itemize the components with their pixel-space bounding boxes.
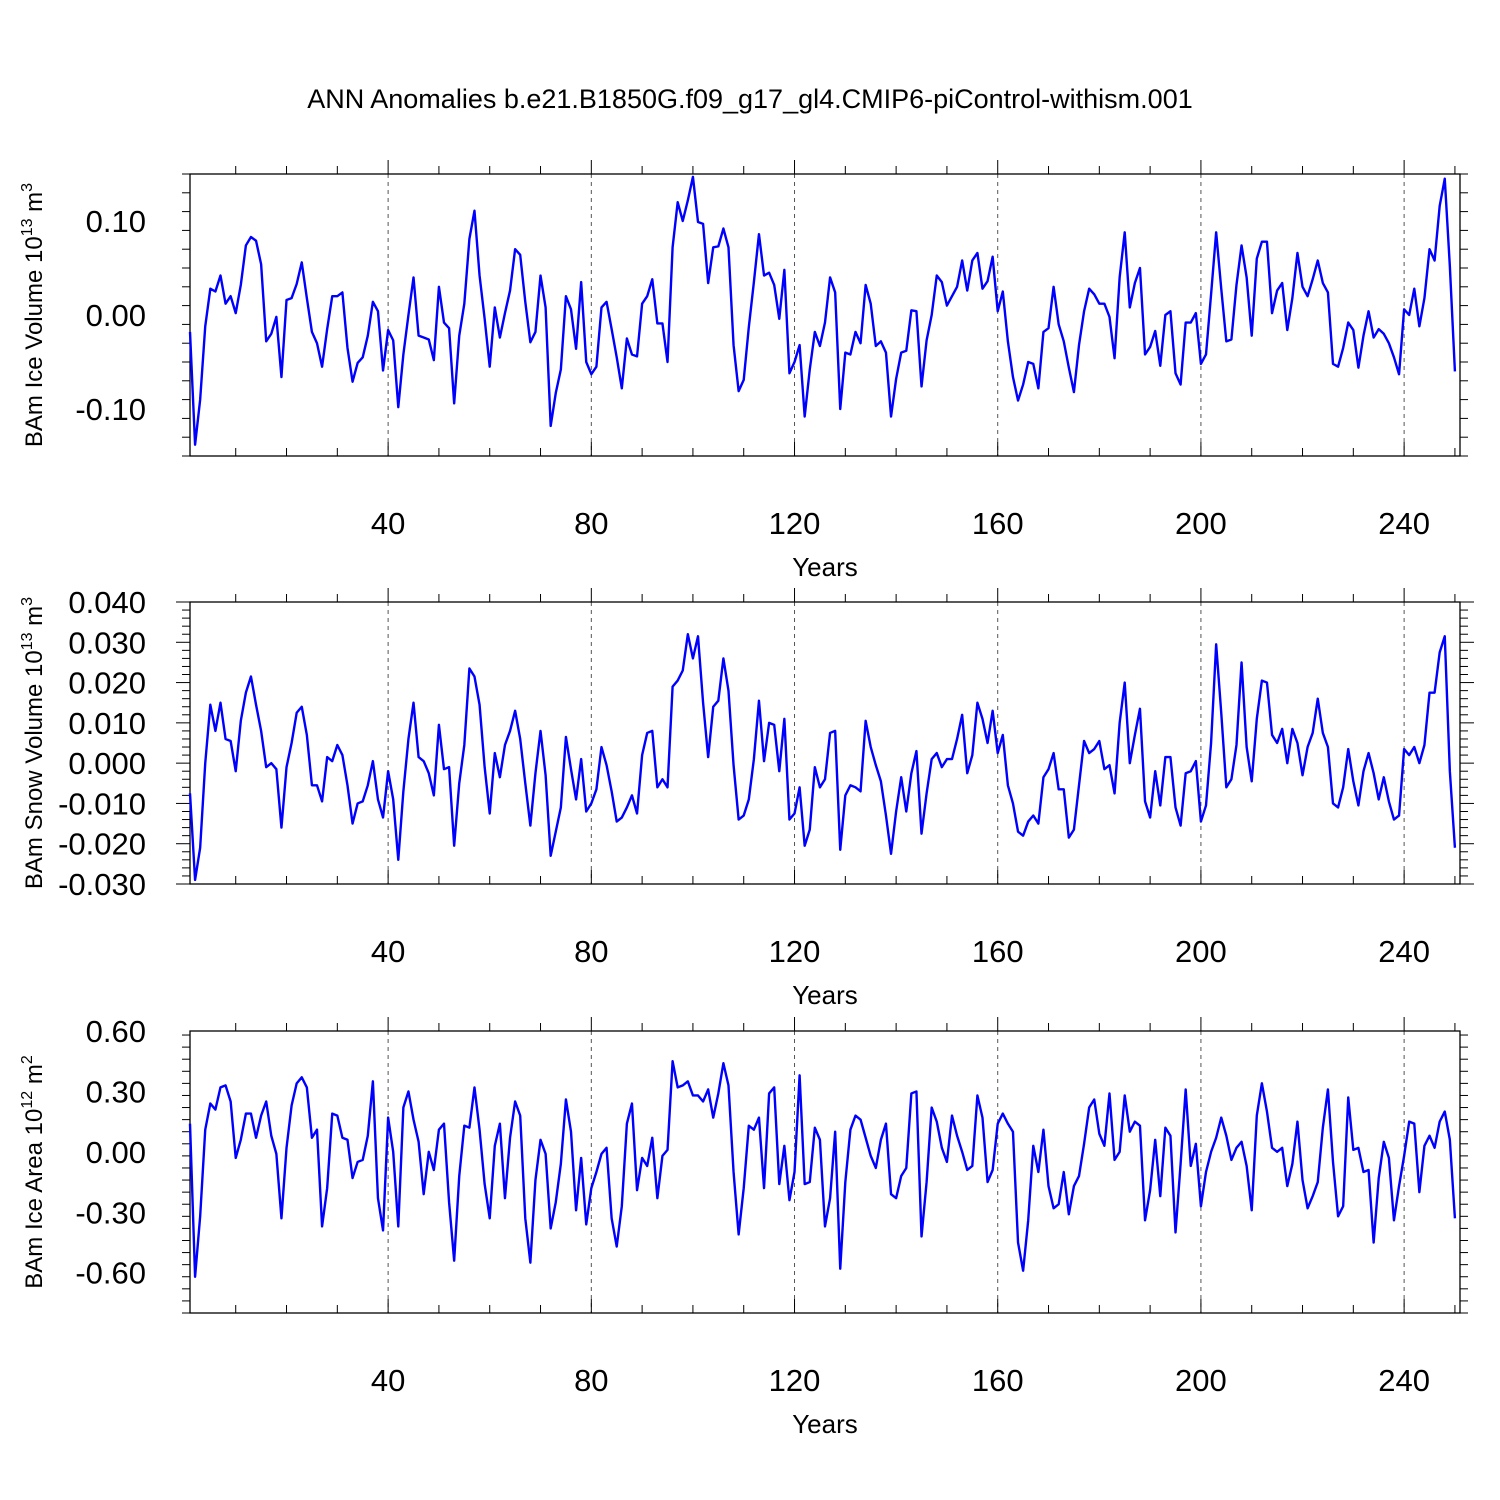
ice-area-ytick-label: -0.30	[75, 1195, 146, 1230]
ice-volume-xlabel: Years	[792, 552, 858, 582]
snow-volume-xtick-label: 40	[371, 934, 405, 969]
snow-volume-ytick-label: 0.020	[68, 666, 146, 701]
ice-area-xtick-label: 120	[769, 1363, 821, 1398]
ice-area-xlabel: Years	[792, 1409, 858, 1439]
ice-volume-plot-frame	[189, 173, 1461, 457]
ice-area-ytick-label: -0.60	[75, 1256, 146, 1291]
snow-volume-xtick-label: 160	[972, 934, 1024, 969]
ice-volume-xtick-label: 40	[371, 506, 405, 541]
ice-area-xtick-label: 240	[1378, 1363, 1430, 1398]
snow-volume-xtick-label: 240	[1378, 934, 1430, 969]
snow-volume-xtick-label: 200	[1175, 934, 1227, 969]
snow-volume-ytick-label: 0.040	[68, 585, 146, 620]
snow-volume-ytick-label: 0.030	[68, 625, 146, 660]
ice-volume-xtick-label: 240	[1378, 506, 1430, 541]
ice-area-xtick-label: 80	[574, 1363, 608, 1398]
ice-volume-ytick-label: -0.10	[75, 392, 146, 427]
ice-area-ytick-label: 0.00	[86, 1135, 146, 1170]
snow-volume-xtick-label: 120	[769, 934, 821, 969]
ice-area-series-line	[188, 1060, 1457, 1278]
ice-volume-ylabel: BAm Ice Volume 1013 m3	[19, 183, 48, 447]
ice-area-ytick-label: 0.30	[86, 1074, 146, 1109]
ice-volume-xtick-label: 120	[769, 506, 821, 541]
figure-title: ANN Anomalies b.e21.B1850G.f09_g17_gl4.C…	[307, 84, 1193, 114]
ice-volume-ytick-label: 0.00	[86, 298, 146, 333]
snow-volume-xlabel: Years	[792, 980, 858, 1010]
ice-volume-xtick-label: 80	[574, 506, 608, 541]
ice-area-xtick-label: 160	[972, 1363, 1024, 1398]
ice-volume-xtick-label: 200	[1175, 506, 1227, 541]
snow-volume-plot-frame	[189, 601, 1461, 885]
ice-area-plot-frame	[189, 1030, 1461, 1314]
ice-volume-series-line	[188, 175, 1457, 446]
snow-volume-ylabel: BAm Snow Volume 1013 m3	[19, 597, 48, 889]
ice-area-ytick-label: 0.60	[86, 1014, 146, 1049]
snow-volume-ytick-label: 0.010	[68, 706, 146, 741]
snow-volume-ytick-label: -0.030	[58, 867, 146, 902]
snow-volume-ytick-label: -0.020	[58, 827, 146, 862]
ice-volume-xtick-label: 160	[972, 506, 1024, 541]
ice-volume-ytick-label: 0.10	[86, 204, 146, 239]
snow-volume-ytick-label: -0.010	[58, 786, 146, 821]
snow-volume-series-line	[188, 633, 1457, 882]
ice-area-xtick-label: 200	[1175, 1363, 1227, 1398]
ice-area-xtick-label: 40	[371, 1363, 405, 1398]
ice-area-ylabel: BAm Ice Area 1012 m2	[19, 1055, 48, 1289]
snow-volume-xtick-label: 80	[574, 934, 608, 969]
snow-volume-ytick-label: 0.000	[68, 746, 146, 781]
